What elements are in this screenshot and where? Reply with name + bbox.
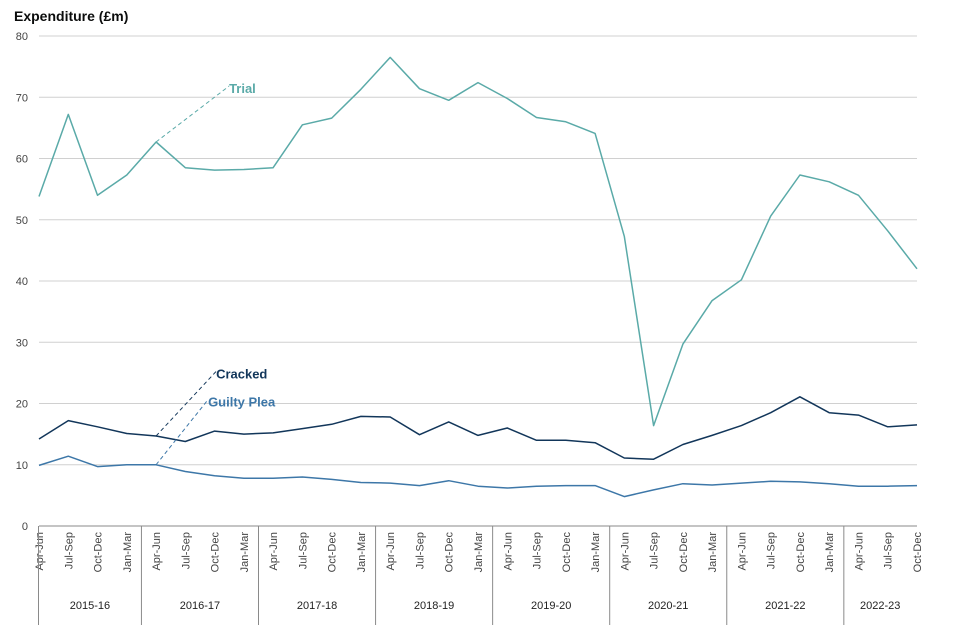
x-tick-label: Oct-Dec [678, 532, 690, 573]
x-group-label: 2022-23 [860, 600, 900, 612]
x-tick-label: Apr-Jun [268, 532, 280, 571]
x-tick-label: Jul-Sep [297, 532, 309, 569]
y-tick-label: 20 [16, 399, 28, 411]
gridlines [39, 35, 917, 527]
y-tick-label: 60 [16, 154, 28, 166]
x-group-label: 2020-21 [648, 600, 688, 612]
x-group-label: 2017-18 [297, 600, 337, 612]
x-tick-label: Jan-Mar [473, 532, 485, 573]
x-group-label: 2016-17 [180, 600, 220, 612]
x-tick-label: Jan-Mar [122, 532, 134, 573]
x-axis: Apr-Jun Jul-Sep Oct-Dec Jan-Mar Apr-Jun Jul-S… [34, 526, 924, 625]
x-tick-label: Jul-Sep [532, 532, 544, 569]
x-tick-label: Oct-Dec [93, 532, 105, 573]
x-tick-label: Jan-Mar [356, 532, 368, 573]
x-tick-label: Apr-Jun [736, 532, 748, 571]
x-group-label: 2015-16 [70, 600, 110, 612]
x-group-label: 2021-22 [765, 600, 805, 612]
x-tick-label: Jan-Mar [590, 532, 602, 573]
x-tick-label: Apr-Jun [34, 532, 46, 571]
series-line-cracked [38, 396, 918, 460]
series-line-guilty-plea [38, 455, 918, 498]
x-tick-label: Oct-Dec [444, 532, 456, 573]
y-tick-label: 40 [16, 276, 28, 288]
x-tick-label: Apr-Jun [502, 532, 514, 571]
x-tick-label: Jul-Sep [63, 532, 75, 569]
x-group-label: 2019-20 [531, 600, 571, 612]
x-tick-label: Jan-Mar [707, 532, 719, 573]
leader-line-cracked [155, 371, 217, 437]
x-tick-label: Oct-Dec [210, 532, 222, 573]
x-tick-label: Apr-Jun [385, 532, 397, 571]
y-tick-label: 50 [16, 215, 28, 227]
x-tick-label: Jul-Sep [883, 532, 895, 569]
series-label-guilty-plea: Guilty Plea [208, 395, 276, 410]
series-lines [38, 56, 918, 498]
x-tick-label: Jul-Sep [649, 532, 661, 569]
x-tick-label: Jul-Sep [414, 532, 426, 569]
leader-line-trial [155, 85, 230, 143]
x-tick-label: Apr-Jun [619, 532, 631, 571]
series-line-trial [38, 56, 918, 427]
chart-title: Expenditure (£m) [14, 8, 128, 24]
leader-line-guilty-plea [155, 399, 209, 466]
series-label-cracked: Cracked [216, 366, 267, 381]
x-tick-label: Oct-Dec [561, 532, 573, 573]
x-tick-label: Jan-Mar [239, 532, 251, 573]
x-tick-label: Apr-Jun [151, 532, 163, 571]
y-tick-label: 0 [22, 521, 28, 533]
series-labels: Trial Cracked Guilty Plea [155, 81, 276, 466]
y-axis: 0 10 20 30 40 50 60 70 80 [16, 31, 28, 533]
x-tick-label: Oct-Dec [912, 532, 924, 573]
x-tick-label: Apr-Jun [853, 532, 865, 571]
x-tick-label: Oct-Dec [795, 532, 807, 573]
series-label-trial: Trial [229, 81, 256, 96]
y-tick-label: 70 [16, 92, 28, 104]
x-tick-label: Jan-Mar [824, 532, 836, 573]
y-tick-label: 80 [16, 31, 28, 43]
y-tick-label: 10 [16, 460, 28, 472]
x-tick-label: Jul-Sep [180, 532, 192, 569]
x-tick-label: Jul-Sep [766, 532, 778, 569]
y-tick-label: 30 [16, 337, 28, 349]
x-group-label: 2018-19 [414, 600, 454, 612]
x-tick-label: Oct-Dec [327, 532, 339, 573]
